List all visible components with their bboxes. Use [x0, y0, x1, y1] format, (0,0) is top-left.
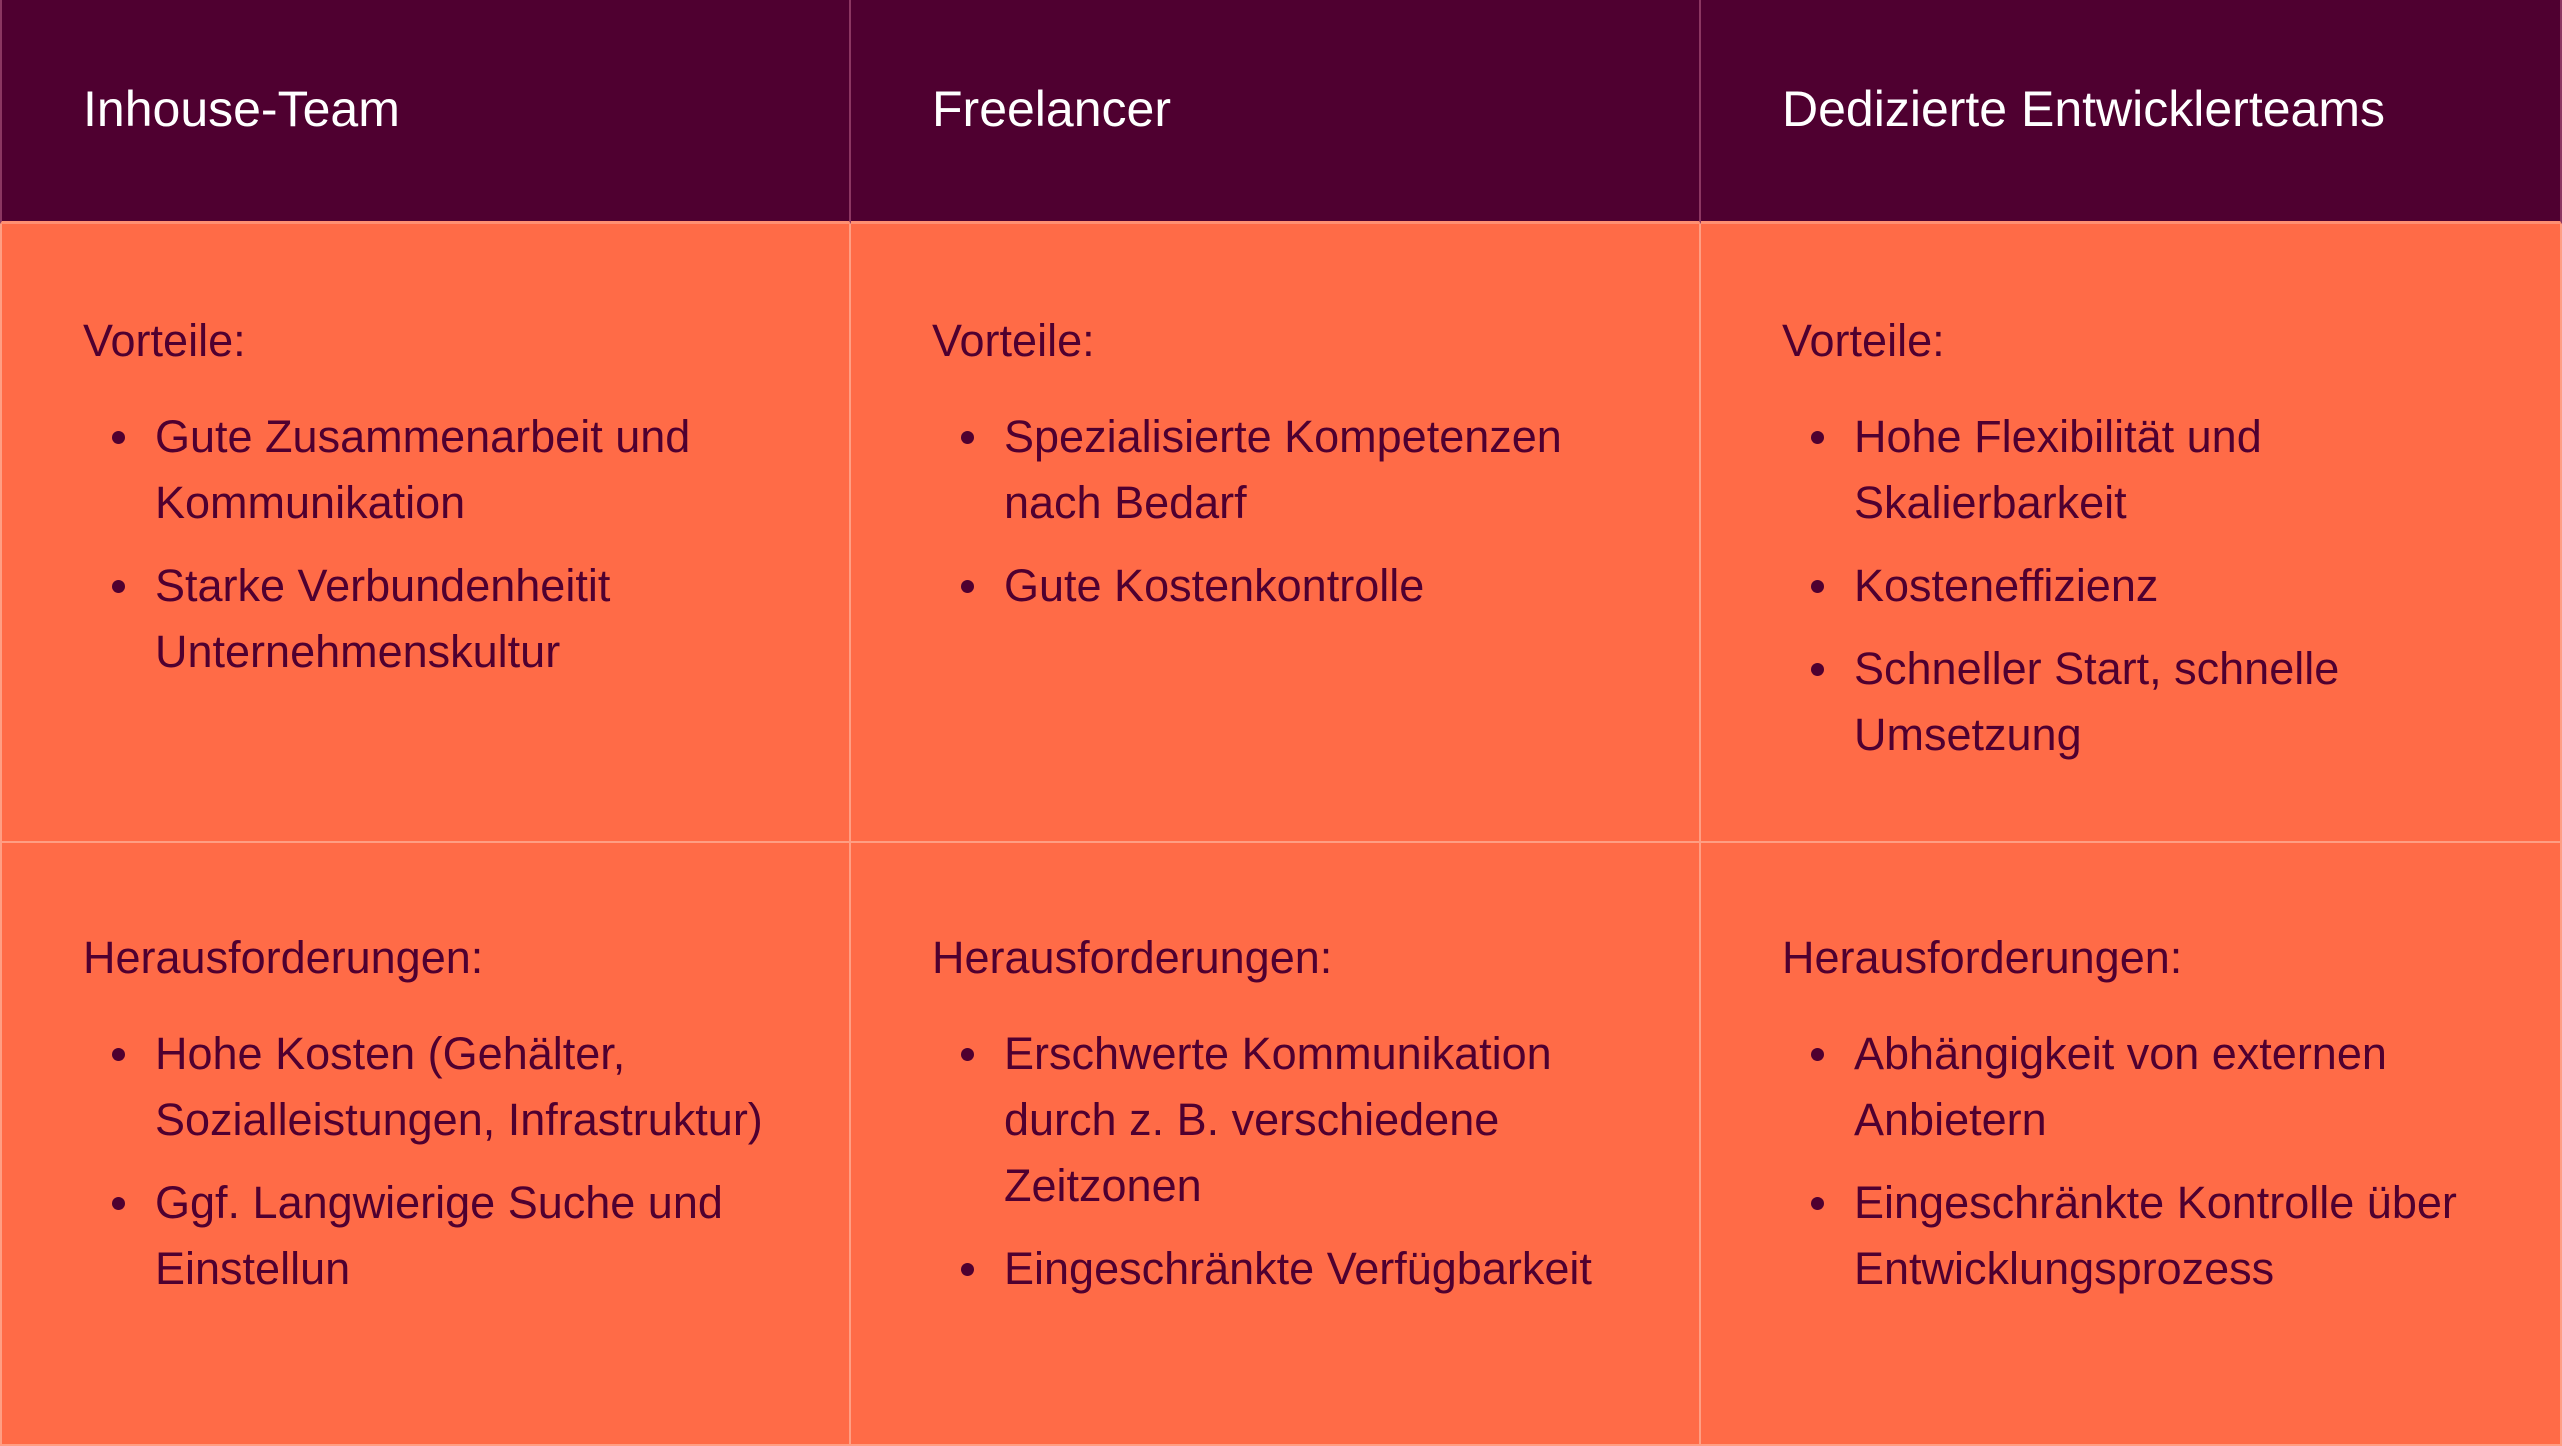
bullet-icon [1811, 1048, 1824, 1061]
list-item: Starke Verbundenheitit Unternehmenskultu… [83, 553, 789, 685]
column-title: Freelancer [932, 80, 1171, 137]
list-item: Hohe Kosten (Gehälter, Sozialleistungen,… [83, 1021, 789, 1153]
header-cell-freelancer: Freelancer [851, 0, 1701, 224]
list-item: Eingeschränkte Verfügbarkeit [932, 1236, 1639, 1302]
pros-list: Gute Zusammenarbeit und Kommunikation St… [83, 404, 789, 685]
pros-list: Spezialisierte Kompetenzen nach Bedarf G… [932, 404, 1639, 619]
header-cell-dedicated-teams: Dedizierte Entwicklerteams [1701, 0, 2562, 224]
list-item: Ggf. Langwierige Suche und Einstellun [83, 1170, 789, 1302]
list-item: Eingeschränkte Kontrolle über Entwicklun… [1782, 1170, 2500, 1302]
cons-list: Abhängigkeit von externen Anbietern Eing… [1782, 1021, 2500, 1302]
bullet-icon [1811, 580, 1824, 593]
bullet-icon [1811, 431, 1824, 444]
bullet-icon [961, 431, 974, 444]
bullet-icon [961, 1263, 974, 1276]
cons-list: Erschwerte Kommunikation durch z. B. ver… [932, 1021, 1639, 1302]
list-item-text: Spezialisierte Kompetenzen nach Bedarf [1004, 411, 1562, 528]
list-item: Kosteneffizienz [1782, 553, 2500, 619]
list-item-text: Ggf. Langwierige Suche und Einstellun [155, 1177, 723, 1294]
bullet-icon [961, 1048, 974, 1061]
list-item-text: Eingeschränkte Kontrolle über Entwicklun… [1854, 1177, 2457, 1294]
cons-label: Herausforderungen: [1782, 932, 2183, 983]
bullet-icon [1811, 1197, 1824, 1210]
list-item-text: Schneller Start, schnelle Umsetzung [1854, 643, 2340, 760]
list-item-text: Gute Kostenkontrolle [1004, 560, 1425, 611]
bullet-icon [112, 1048, 125, 1061]
header-cell-inhouse-team: Inhouse-Team [0, 0, 851, 224]
list-item-text: Kosteneffizienz [1854, 560, 2159, 611]
cons-cell-inhouse-team: Herausforderungen: Hohe Kosten (Gehälter… [0, 843, 851, 1446]
cons-cell-freelancer: Herausforderungen: Erschwerte Kommunikat… [851, 843, 1701, 1446]
list-item-text: Erschwerte Kommunikation durch z. B. ver… [1004, 1028, 1552, 1211]
pros-cell-inhouse-team: Vorteile: Gute Zusammenarbeit und Kommun… [0, 224, 851, 843]
list-item: Gute Zusammenarbeit und Kommunikation [83, 404, 789, 536]
list-item-text: Hohe Flexibilität und Skalierbarkeit [1854, 411, 2262, 528]
cons-cell-dedicated-teams: Herausforderungen: Abhängigkeit von exte… [1701, 843, 2562, 1446]
pros-label: Vorteile: [83, 315, 246, 366]
list-item-text: Hohe Kosten (Gehälter, Sozialleistungen,… [155, 1028, 763, 1145]
cons-list: Hohe Kosten (Gehälter, Sozialleistungen,… [83, 1021, 789, 1302]
list-item: Abhängigkeit von externen Anbietern [1782, 1021, 2500, 1153]
pros-label: Vorteile: [1782, 315, 1945, 366]
column-title: Inhouse-Team [83, 80, 400, 137]
bullet-icon [112, 1197, 125, 1210]
bullet-icon [961, 580, 974, 593]
cons-label: Herausforderungen: [83, 932, 484, 983]
list-item-text: Gute Zusammenarbeit und Kommunikation [155, 411, 691, 528]
bullet-icon [112, 580, 125, 593]
pros-cell-freelancer: Vorteile: Spezialisierte Kompetenzen nac… [851, 224, 1701, 843]
list-item-text: Starke Verbundenheitit Unternehmenskultu… [155, 560, 611, 677]
bullet-icon [112, 431, 125, 444]
list-item-text: Abhängigkeit von externen Anbietern [1854, 1028, 2387, 1145]
bullet-icon [1811, 663, 1824, 676]
list-item: Spezialisierte Kompetenzen nach Bedarf [932, 404, 1639, 536]
cons-label: Herausforderungen: [932, 932, 1333, 983]
list-item: Gute Kostenkontrolle [932, 553, 1639, 619]
pros-label: Vorteile: [932, 315, 1095, 366]
list-item: Hohe Flexibilität und Skalierbarkeit [1782, 404, 2500, 536]
list-item-text: Eingeschränkte Verfügbarkeit [1004, 1243, 1592, 1294]
column-title: Dedizierte Entwicklerteams [1782, 80, 2385, 137]
pros-list: Hohe Flexibilität und Skalierbarkeit Kos… [1782, 404, 2500, 768]
pros-cell-dedicated-teams: Vorteile: Hohe Flexibilität und Skalierb… [1701, 224, 2562, 843]
list-item: Erschwerte Kommunikation durch z. B. ver… [932, 1021, 1639, 1219]
list-item: Schneller Start, schnelle Umsetzung [1782, 636, 2500, 768]
